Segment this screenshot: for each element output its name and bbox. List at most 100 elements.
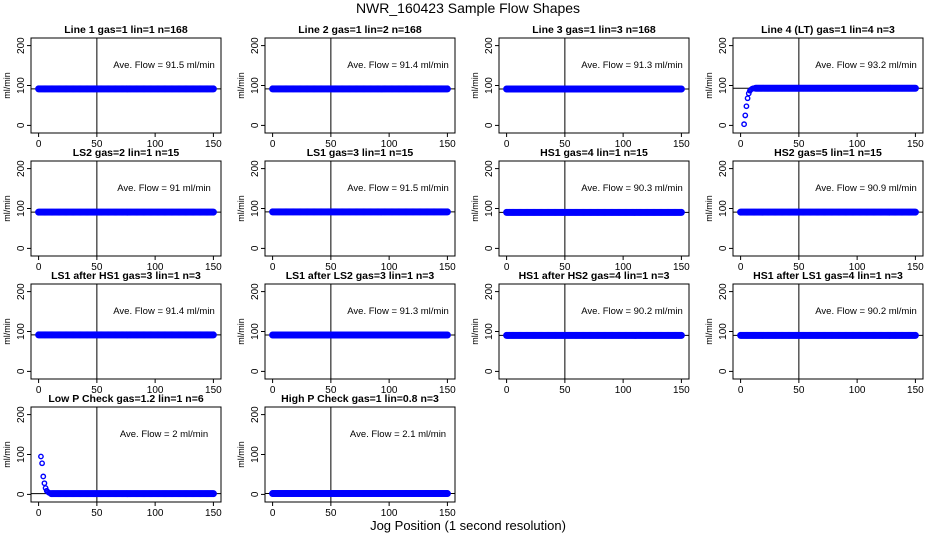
y-tick-label: 200 bbox=[718, 37, 729, 54]
panel-title: Line 4 (LT) gas=1 lin=4 n=3 bbox=[761, 24, 895, 36]
average-flow-annotation: Ave. Flow = 93.2 ml/min bbox=[815, 60, 916, 71]
panel-title: HS1 after HS2 gas=4 lin=1 n=3 bbox=[519, 270, 670, 282]
y-tick-label: 100 bbox=[718, 77, 729, 94]
x-tick-label: 150 bbox=[439, 262, 456, 273]
x-tick-label: 100 bbox=[147, 508, 164, 519]
x-tick-label: 0 bbox=[738, 385, 744, 396]
x-tick-label: 0 bbox=[36, 139, 42, 150]
y-tick-label: 100 bbox=[484, 77, 495, 94]
data-point bbox=[209, 85, 217, 93]
panel: HS1 after HS2 gas=4 lin=1 n=3 0 50 100 150 0 1… bbox=[470, 270, 690, 396]
y-tick-label: 200 bbox=[250, 37, 261, 54]
plot-frame bbox=[498, 283, 690, 380]
y-axis-label: ml/min bbox=[470, 72, 480, 99]
average-flow-annotation: Ave. Flow = 91.3 ml/min bbox=[581, 60, 682, 71]
panel-title: LS2 gas=2 lin=1 n=15 bbox=[73, 147, 180, 159]
data-point bbox=[41, 480, 48, 487]
x-tick-label: 150 bbox=[205, 385, 222, 396]
y-tick-label: 200 bbox=[250, 283, 261, 300]
y-tick-label: 200 bbox=[718, 283, 729, 300]
x-tick-label: 50 bbox=[793, 385, 805, 396]
plot-frame bbox=[498, 160, 690, 257]
x-tick-label: 50 bbox=[559, 139, 571, 150]
y-tick-label: 100 bbox=[16, 77, 27, 94]
y-tick-label: 100 bbox=[484, 323, 495, 340]
x-tick-label: 50 bbox=[91, 262, 103, 273]
figure-x-axis-title: Jog Position (1 second resolution) bbox=[370, 518, 566, 533]
y-axis-label: ml/min bbox=[2, 72, 12, 99]
y-axis-label: ml/min bbox=[704, 318, 714, 345]
data-point bbox=[677, 85, 685, 93]
y-axis-label: ml/min bbox=[704, 195, 714, 222]
y-tick-label: 0 bbox=[16, 491, 27, 497]
x-tick-label: 50 bbox=[91, 508, 103, 519]
y-tick-label: 100 bbox=[250, 446, 261, 463]
data-point bbox=[443, 85, 451, 93]
x-tick-label: 100 bbox=[849, 262, 866, 273]
x-tick-label: 100 bbox=[381, 508, 398, 519]
x-tick-label: 150 bbox=[205, 262, 222, 273]
data-point bbox=[911, 84, 919, 92]
average-flow-annotation: Ave. Flow = 90.3 ml/min bbox=[581, 183, 682, 194]
x-tick-label: 100 bbox=[147, 385, 164, 396]
x-tick-label: 50 bbox=[793, 139, 805, 150]
plot-frame bbox=[30, 160, 222, 257]
data-point bbox=[38, 453, 44, 460]
y-tick-label: 0 bbox=[718, 368, 729, 374]
x-tick-label: 50 bbox=[325, 262, 337, 273]
data-point bbox=[911, 331, 919, 339]
data-point bbox=[677, 331, 685, 339]
average-flow-annotation: Ave. Flow = 91.4 ml/min bbox=[113, 306, 214, 317]
x-tick-label: 150 bbox=[673, 139, 690, 150]
panel: HS2 gas=5 lin=1 n=15 0 50 100 150 0 100 200 ml/m… bbox=[704, 147, 924, 273]
y-tick-label: 200 bbox=[16, 160, 27, 177]
x-tick-label: 150 bbox=[439, 508, 456, 519]
y-tick-label: 200 bbox=[484, 37, 495, 54]
x-tick-label: 50 bbox=[91, 139, 103, 150]
y-tick-label: 100 bbox=[250, 200, 261, 217]
x-tick-label: 0 bbox=[504, 139, 510, 150]
y-axis-label: ml/min bbox=[470, 318, 480, 345]
average-flow-annotation: Ave. Flow = 91.3 ml/min bbox=[347, 306, 448, 317]
y-tick-label: 200 bbox=[16, 37, 27, 54]
y-tick-label: 200 bbox=[250, 160, 261, 177]
y-tick-label: 0 bbox=[16, 245, 27, 251]
data-point bbox=[40, 473, 47, 480]
y-axis-label: ml/min bbox=[704, 72, 714, 99]
data-point bbox=[744, 95, 751, 102]
average-flow-annotation: Ave. Flow = 91 ml/min bbox=[117, 183, 211, 194]
panel-title: Line 1 gas=1 lin=1 n=168 bbox=[64, 24, 188, 36]
y-tick-label: 100 bbox=[250, 77, 261, 94]
y-tick-label: 0 bbox=[484, 122, 495, 128]
panel-title: HS2 gas=5 lin=1 n=15 bbox=[774, 147, 882, 159]
data-point bbox=[741, 121, 747, 128]
x-tick-label: 150 bbox=[907, 262, 924, 273]
y-tick-label: 100 bbox=[484, 200, 495, 217]
panel: Low P Check gas=1.2 lin=1 n=6 0 50 100 150 0 1… bbox=[2, 393, 222, 519]
panel-title: HS1 gas=4 lin=1 n=15 bbox=[540, 147, 648, 159]
x-tick-label: 100 bbox=[381, 139, 398, 150]
x-tick-label: 150 bbox=[205, 508, 222, 519]
x-tick-label: 100 bbox=[615, 385, 632, 396]
y-tick-label: 0 bbox=[250, 245, 261, 251]
y-tick-label: 0 bbox=[250, 491, 261, 497]
data-point bbox=[743, 103, 750, 110]
x-tick-label: 100 bbox=[381, 262, 398, 273]
x-tick-label: 100 bbox=[615, 139, 632, 150]
y-tick-label: 0 bbox=[484, 368, 495, 374]
average-flow-annotation: Ave. Flow = 91.5 ml/min bbox=[347, 183, 448, 194]
data-point bbox=[677, 208, 685, 216]
average-flow-annotation: Ave. Flow = 2.1 ml/min bbox=[350, 429, 446, 440]
x-tick-label: 150 bbox=[907, 139, 924, 150]
panel: LS1 after HS1 gas=3 lin=1 n=3 0 50 100 150 0 1… bbox=[2, 270, 222, 396]
y-axis-label: ml/min bbox=[236, 195, 246, 222]
plot-frame bbox=[30, 406, 222, 503]
x-tick-label: 0 bbox=[738, 262, 744, 273]
x-tick-label: 0 bbox=[270, 262, 276, 273]
x-tick-label: 0 bbox=[270, 508, 276, 519]
x-tick-label: 0 bbox=[504, 385, 510, 396]
x-tick-label: 50 bbox=[325, 508, 337, 519]
y-tick-label: 0 bbox=[16, 122, 27, 128]
data-point bbox=[443, 331, 451, 339]
panel: HS1 gas=4 lin=1 n=15 0 50 100 150 0 100 200 ml/m… bbox=[470, 147, 690, 273]
